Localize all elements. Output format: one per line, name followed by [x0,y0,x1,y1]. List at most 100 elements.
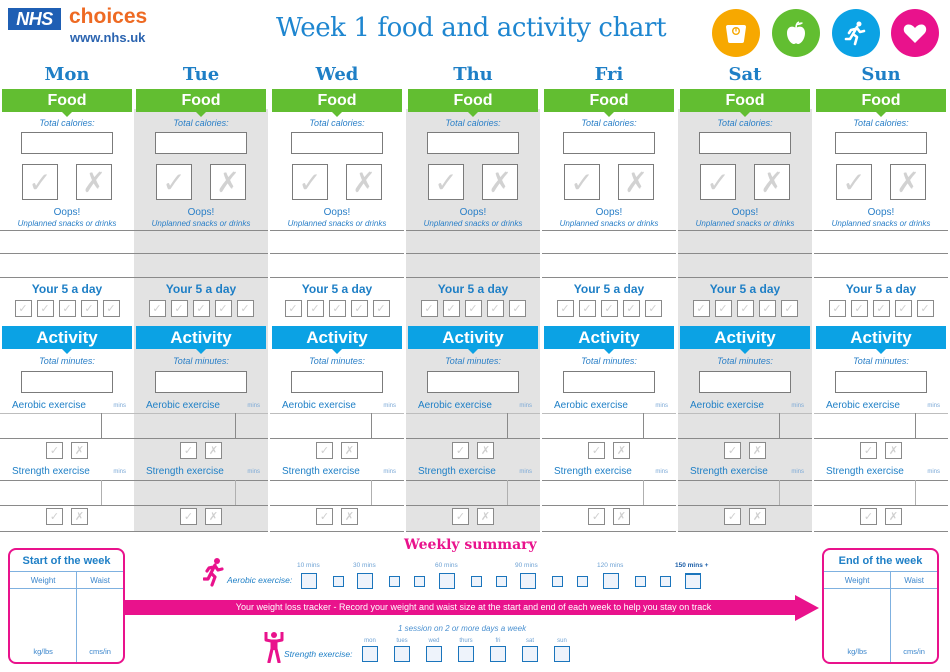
five-a-day-checkbox[interactable]: ✓ [464,300,482,317]
aerobic-missed-checkbox[interactable]: ✗ [613,442,630,459]
strength-sun-box[interactable] [554,646,570,662]
five-a-day-checkbox[interactable]: ✓ [916,300,934,317]
total-minutes-input[interactable] [155,371,247,393]
aerobic-missed-checkbox[interactable]: ✗ [477,442,494,459]
aerobic-activity-input[interactable] [678,414,779,437]
total-minutes-input[interactable] [21,371,113,393]
five-a-day-checkbox[interactable]: ✓ [36,300,54,317]
strength-missed-checkbox[interactable]: ✗ [613,508,630,525]
food-goal-met-checkbox[interactable]: ✓ [22,164,58,200]
snack-line-2[interactable] [0,277,134,278]
total-minutes-input[interactable] [699,371,791,393]
start-weight-input[interactable]: kg/lbs [10,589,78,662]
snack-line-1[interactable] [678,253,812,254]
total-calories-input[interactable] [427,132,519,154]
five-a-day-checkbox[interactable]: ✓ [692,300,710,317]
strength-activity-input[interactable] [542,481,643,504]
food-goal-missed-checkbox[interactable]: ✗ [346,164,382,200]
strength-done-checkbox[interactable]: ✓ [588,508,605,525]
five-a-day-checkbox[interactable]: ✓ [328,300,346,317]
aerobic-step-box[interactable] [389,576,400,587]
aerobic-150-box[interactable] [685,573,701,589]
aerobic-10-box[interactable] [301,573,317,589]
aerobic-done-checkbox[interactable]: ✓ [588,442,605,459]
strength-activity-input[interactable] [814,481,915,504]
five-a-day-checkbox[interactable]: ✓ [192,300,210,317]
food-goal-missed-checkbox[interactable]: ✗ [482,164,518,200]
five-a-day-checkbox[interactable]: ✓ [350,300,368,317]
five-a-day-checkbox[interactable]: ✓ [486,300,504,317]
total-calories-input[interactable] [563,132,655,154]
aerobic-done-checkbox[interactable]: ✓ [180,442,197,459]
aerobic-done-checkbox[interactable]: ✓ [724,442,741,459]
aerobic-mins-input[interactable] [236,414,268,437]
end-weight-input[interactable]: kg/lbs [824,589,892,662]
aerobic-activity-input[interactable] [406,414,507,437]
start-waist-input[interactable]: cms/in [77,589,123,662]
five-a-day-checkbox[interactable]: ✓ [102,300,120,317]
strength-missed-checkbox[interactable]: ✗ [477,508,494,525]
snack-line-1[interactable] [270,253,404,254]
snack-line-2[interactable] [678,277,812,278]
five-a-day-checkbox[interactable]: ✓ [894,300,912,317]
strength-mins-input[interactable] [508,481,540,504]
aerobic-mins-input[interactable] [780,414,812,437]
total-calories-input[interactable] [699,132,791,154]
aerobic-missed-checkbox[interactable]: ✗ [341,442,358,459]
five-a-day-checkbox[interactable]: ✓ [148,300,166,317]
five-a-day-checkbox[interactable]: ✓ [284,300,302,317]
strength-mins-input[interactable] [372,481,404,504]
snack-line-2[interactable] [134,277,268,278]
five-a-day-checkbox[interactable]: ✓ [58,300,76,317]
strength-missed-checkbox[interactable]: ✗ [749,508,766,525]
aerobic-90-box[interactable] [520,573,536,589]
aerobic-mins-input[interactable] [102,414,134,437]
aerobic-done-checkbox[interactable]: ✓ [860,442,877,459]
strength-sat-box[interactable] [522,646,538,662]
aerobic-activity-input[interactable] [134,414,235,437]
aerobic-missed-checkbox[interactable]: ✗ [749,442,766,459]
total-calories-input[interactable] [291,132,383,154]
aerobic-activity-input[interactable] [814,414,915,437]
aerobic-step-box[interactable] [635,576,646,587]
food-goal-met-checkbox[interactable]: ✓ [156,164,192,200]
food-goal-missed-checkbox[interactable]: ✗ [210,164,246,200]
five-a-day-checkbox[interactable]: ✓ [828,300,846,317]
strength-activity-input[interactable] [678,481,779,504]
aerobic-step-box[interactable] [414,576,425,587]
strength-mins-input[interactable] [236,481,268,504]
aerobic-step-box[interactable] [552,576,563,587]
total-minutes-input[interactable] [427,371,519,393]
food-goal-missed-checkbox[interactable]: ✗ [754,164,790,200]
five-a-day-checkbox[interactable]: ✓ [14,300,32,317]
strength-done-checkbox[interactable]: ✓ [724,508,741,525]
five-a-day-checkbox[interactable]: ✓ [236,300,254,317]
five-a-day-checkbox[interactable]: ✓ [644,300,662,317]
aerobic-done-checkbox[interactable]: ✓ [452,442,469,459]
aerobic-step-box[interactable] [496,576,507,587]
total-calories-input[interactable] [155,132,247,154]
snack-line-1[interactable] [406,253,540,254]
aerobic-30-box[interactable] [357,573,373,589]
five-a-day-checkbox[interactable]: ✓ [442,300,460,317]
total-minutes-input[interactable] [291,371,383,393]
strength-done-checkbox[interactable]: ✓ [180,508,197,525]
aerobic-mins-input[interactable] [916,414,948,437]
aerobic-done-checkbox[interactable]: ✓ [316,442,333,459]
five-a-day-checkbox[interactable]: ✓ [170,300,188,317]
aerobic-step-box[interactable] [333,576,344,587]
five-a-day-checkbox[interactable]: ✓ [508,300,526,317]
strength-mins-input[interactable] [780,481,812,504]
food-goal-met-checkbox[interactable]: ✓ [292,164,328,200]
five-a-day-checkbox[interactable]: ✓ [214,300,232,317]
food-goal-met-checkbox[interactable]: ✓ [700,164,736,200]
strength-missed-checkbox[interactable]: ✗ [341,508,358,525]
total-calories-input[interactable] [835,132,927,154]
five-a-day-checkbox[interactable]: ✓ [600,300,618,317]
snack-line-2[interactable] [542,277,676,278]
aerobic-activity-input[interactable] [270,414,371,437]
aerobic-missed-checkbox[interactable]: ✗ [71,442,88,459]
snack-line-2[interactable] [270,277,404,278]
snack-line-1[interactable] [814,253,948,254]
strength-activity-input[interactable] [134,481,235,504]
